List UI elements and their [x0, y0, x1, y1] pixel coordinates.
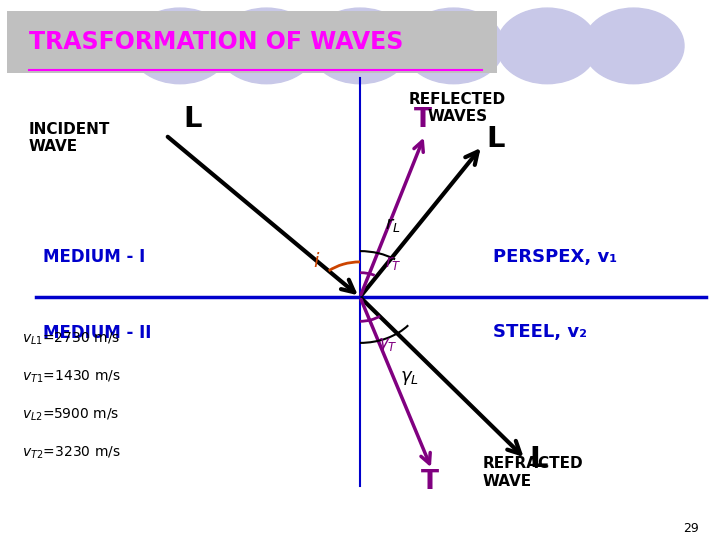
Text: T: T	[421, 469, 439, 495]
Circle shape	[403, 8, 504, 84]
Text: REFRACTED
WAVE: REFRACTED WAVE	[482, 456, 583, 489]
Text: TRASFORMATION OF WAVES: TRASFORMATION OF WAVES	[29, 30, 403, 54]
Circle shape	[216, 8, 317, 84]
Text: PERSPEX, v₁: PERSPEX, v₁	[493, 248, 617, 266]
Text: L: L	[486, 125, 505, 153]
Text: $r_T$: $r_T$	[385, 254, 402, 272]
Text: $v_{L2}$=5900 m/s: $v_{L2}$=5900 m/s	[22, 407, 119, 423]
Text: $\gamma_L$: $\gamma_L$	[400, 369, 418, 387]
Text: L: L	[184, 105, 202, 133]
Circle shape	[583, 8, 684, 84]
Text: STEEL, v₂: STEEL, v₂	[493, 323, 588, 341]
Text: MEDIUM - II: MEDIUM - II	[43, 323, 152, 341]
Text: INCIDENT
WAVE: INCIDENT WAVE	[29, 122, 110, 154]
Text: $v_{T2}$=3230 m/s: $v_{T2}$=3230 m/s	[22, 444, 120, 461]
Circle shape	[497, 8, 598, 84]
Text: $r_L$: $r_L$	[385, 217, 401, 234]
Text: L: L	[529, 445, 548, 473]
Text: T: T	[414, 107, 432, 133]
Text: 29: 29	[683, 522, 698, 535]
FancyBboxPatch shape	[7, 11, 497, 73]
Circle shape	[130, 8, 230, 84]
Text: $v_{T1}$=1430 m/s: $v_{T1}$=1430 m/s	[22, 369, 120, 385]
Text: i: i	[313, 252, 318, 271]
Circle shape	[310, 8, 410, 84]
Text: REFLECTED
WAVES: REFLECTED WAVES	[409, 92, 505, 124]
Text: $\gamma_T$: $\gamma_T$	[378, 336, 397, 354]
Text: $v_{L1}$=2730 m/s: $v_{L1}$=2730 m/s	[22, 331, 120, 347]
Text: MEDIUM - I: MEDIUM - I	[43, 248, 145, 266]
